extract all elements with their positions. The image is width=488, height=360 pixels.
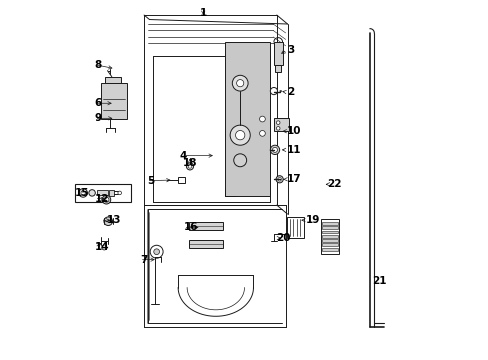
Bar	[321, 243, 337, 246]
Text: 22: 22	[326, 179, 341, 189]
Circle shape	[118, 191, 121, 195]
Text: 3: 3	[286, 45, 293, 55]
Circle shape	[276, 127, 280, 130]
Circle shape	[235, 131, 244, 140]
Text: 20: 20	[276, 233, 290, 243]
Text: 15: 15	[75, 188, 90, 198]
Circle shape	[259, 131, 265, 136]
Text: 1: 1	[199, 8, 206, 18]
Circle shape	[102, 195, 110, 204]
Bar	[274, 64, 281, 72]
Circle shape	[102, 245, 106, 250]
Circle shape	[79, 189, 87, 197]
Bar	[224, 42, 269, 196]
Circle shape	[276, 176, 283, 183]
Bar	[188, 222, 223, 230]
Circle shape	[233, 154, 246, 167]
Text: 10: 10	[286, 126, 301, 136]
Circle shape	[188, 165, 191, 168]
Bar	[321, 226, 337, 229]
Bar	[273, 118, 288, 131]
Circle shape	[81, 191, 85, 195]
Text: 8: 8	[94, 59, 102, 69]
Bar	[109, 190, 114, 196]
Bar	[188, 240, 223, 248]
Bar	[286, 217, 304, 238]
Text: 6: 6	[94, 98, 102, 108]
Bar	[97, 190, 107, 195]
Circle shape	[232, 75, 247, 91]
Circle shape	[259, 116, 265, 122]
Bar	[320, 220, 339, 253]
Circle shape	[230, 125, 250, 145]
Text: 19: 19	[305, 215, 320, 225]
Text: 4: 4	[180, 150, 187, 161]
Circle shape	[236, 80, 244, 87]
Circle shape	[186, 163, 193, 170]
Text: 2: 2	[286, 87, 293, 97]
Circle shape	[276, 121, 280, 125]
Bar	[321, 222, 337, 225]
Circle shape	[272, 147, 277, 152]
Text: 7: 7	[140, 255, 147, 265]
Text: 21: 21	[371, 276, 386, 286]
Text: 5: 5	[147, 176, 154, 186]
Text: 16: 16	[183, 222, 198, 232]
Text: 18: 18	[183, 158, 197, 168]
Bar	[321, 248, 337, 251]
Circle shape	[270, 145, 279, 154]
Circle shape	[153, 249, 159, 255]
Bar	[321, 230, 337, 233]
Circle shape	[150, 245, 163, 258]
Circle shape	[277, 177, 281, 181]
Text: 13: 13	[106, 215, 121, 225]
Bar	[75, 184, 131, 202]
Text: 14: 14	[94, 242, 109, 252]
Text: 9: 9	[94, 113, 102, 123]
Bar	[178, 177, 184, 183]
Text: 12: 12	[94, 194, 109, 204]
Bar	[105, 77, 121, 83]
Circle shape	[89, 190, 95, 196]
Bar	[321, 239, 337, 242]
Circle shape	[104, 197, 109, 202]
Bar	[101, 83, 126, 119]
Text: 11: 11	[286, 145, 301, 155]
Circle shape	[104, 217, 112, 226]
Bar	[321, 235, 337, 238]
Circle shape	[270, 87, 277, 95]
Bar	[273, 42, 282, 65]
Text: 17: 17	[286, 174, 301, 184]
